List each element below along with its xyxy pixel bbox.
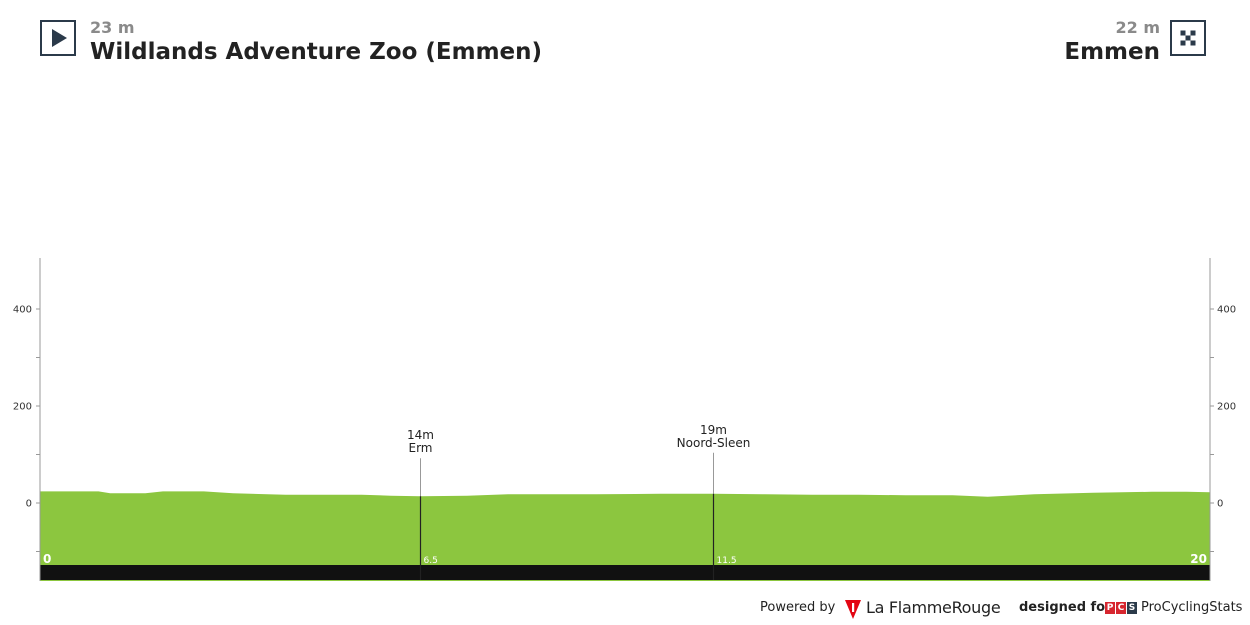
base-bar-edge <box>40 580 1210 581</box>
y-tick-label-left: 200 <box>13 402 32 413</box>
play-icon <box>40 20 76 56</box>
marker-km-label: 6.5 <box>424 556 438 566</box>
distance-base-bar <box>40 565 1210 581</box>
finish-altitude: 22 m <box>1115 18 1160 37</box>
y-tick-label-left: 400 <box>13 305 32 316</box>
marker-km-label: 11.5 <box>717 556 737 566</box>
marker-name-label: Erm <box>409 441 433 455</box>
flamme-rouge-logo-icon <box>845 600 861 619</box>
checkered-flag-icon <box>1170 20 1206 56</box>
pcs-logo-letter-s: S <box>1127 602 1137 614</box>
marker-altitude-label: 14m <box>407 428 434 442</box>
pcs-logo-icon: P C S <box>1105 602 1137 614</box>
y-tick-label-left: 0 <box>26 499 32 510</box>
pcs-logo-letter-c: C <box>1116 602 1126 614</box>
profile-area <box>40 491 1210 565</box>
flamme-rouge-brand[interactable]: La FlammeRouge <box>866 598 1001 617</box>
marker-name-label: Noord-Sleen <box>677 436 751 450</box>
y-tick-label-right: 0 <box>1217 499 1223 510</box>
start-location: Wildlands Adventure Zoo (Emmen) <box>90 39 543 65</box>
finish-location: Emmen <box>1064 39 1160 65</box>
powered-by-label: Powered by <box>760 600 836 615</box>
procyclingstats-brand[interactable]: ProCyclingStats <box>1141 600 1243 615</box>
finish-distance-label: 20 <box>1190 552 1207 566</box>
start-distance-label: 0 <box>43 552 51 566</box>
pcs-logo-letter-p: P <box>1105 602 1115 614</box>
y-tick-label-right: 200 <box>1217 402 1236 413</box>
designed-for-label: designed for <box>1019 600 1112 615</box>
y-tick-label-right: 400 <box>1217 305 1236 316</box>
start-altitude: 23 m <box>90 18 135 37</box>
footer: Powered by La FlammeRouge designed for P… <box>760 596 1250 620</box>
marker-altitude-label: 19m <box>700 423 727 437</box>
